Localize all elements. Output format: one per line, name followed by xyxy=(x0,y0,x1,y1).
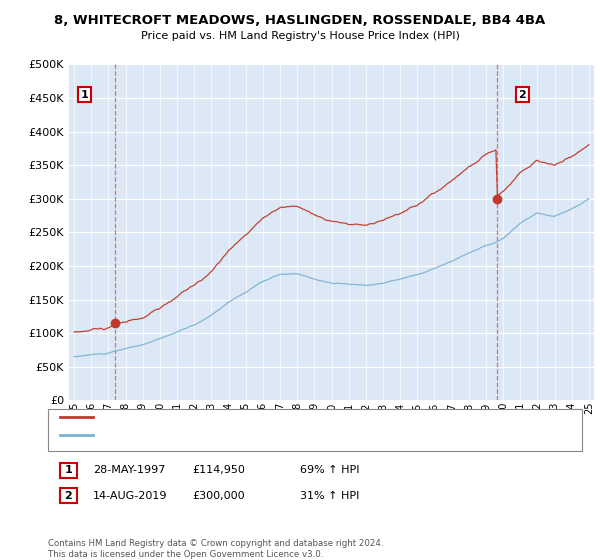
Text: 2: 2 xyxy=(65,491,72,501)
Text: 8, WHITECROFT MEADOWS, HASLINGDEN, ROSSENDALE, BB4 4BA (detached house): 8, WHITECROFT MEADOWS, HASLINGDEN, ROSSE… xyxy=(99,413,512,422)
Text: HPI: Average price, detached house, Rossendale: HPI: Average price, detached house, Ross… xyxy=(99,431,335,440)
Text: 8, WHITECROFT MEADOWS, HASLINGDEN, ROSSENDALE, BB4 4BA: 8, WHITECROFT MEADOWS, HASLINGDEN, ROSSE… xyxy=(55,14,545,27)
Text: 14-AUG-2019: 14-AUG-2019 xyxy=(93,491,167,501)
Text: 31% ↑ HPI: 31% ↑ HPI xyxy=(300,491,359,501)
Text: 69% ↑ HPI: 69% ↑ HPI xyxy=(300,465,359,475)
Text: £300,000: £300,000 xyxy=(192,491,245,501)
Text: 1: 1 xyxy=(81,90,88,100)
Text: £114,950: £114,950 xyxy=(192,465,245,475)
Text: 28-MAY-1997: 28-MAY-1997 xyxy=(93,465,166,475)
Text: 2: 2 xyxy=(518,90,526,100)
Text: Contains HM Land Registry data © Crown copyright and database right 2024.
This d: Contains HM Land Registry data © Crown c… xyxy=(48,539,383,559)
Text: Price paid vs. HM Land Registry's House Price Index (HPI): Price paid vs. HM Land Registry's House … xyxy=(140,31,460,41)
Text: 1: 1 xyxy=(65,465,72,475)
